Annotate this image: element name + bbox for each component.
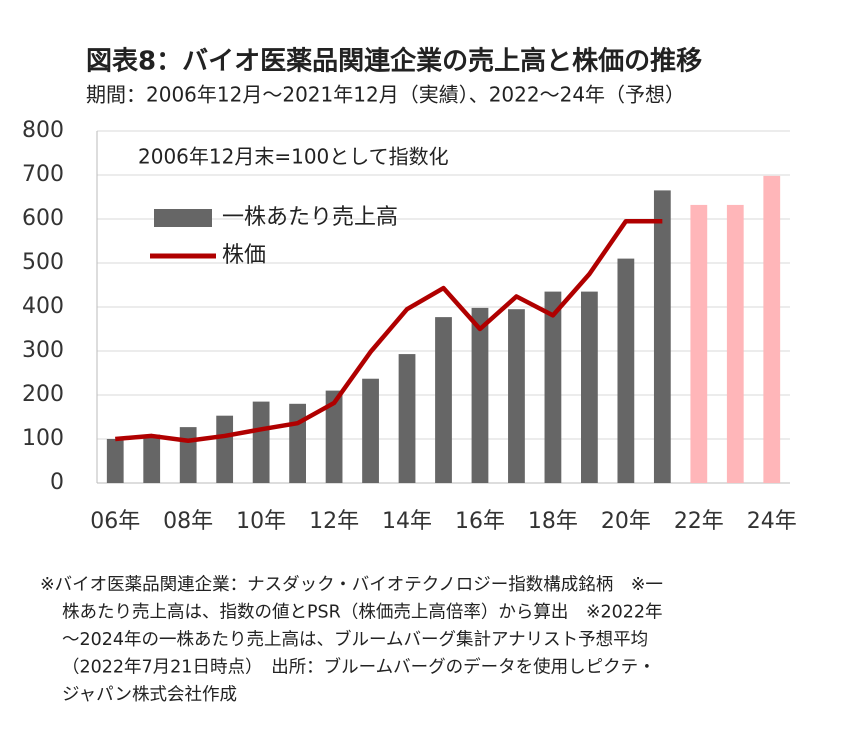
bar	[726, 204, 744, 484]
footnote: ジャパン株式会社作成	[62, 685, 237, 705]
y-tick-label: 500	[22, 250, 64, 275]
footnote: （2022年7月21日時点） 出所：ブルームバーグのデータを使用しピクテ・	[62, 657, 656, 678]
x-tick-label: 24年	[747, 509, 797, 534]
bar	[143, 434, 161, 483]
legend-label: 一株あたり売上高	[222, 205, 398, 230]
legend-label: 株価	[222, 243, 266, 268]
y-tick-label: 300	[22, 338, 64, 363]
y-tick-label: 800	[22, 118, 64, 143]
x-tick-label: 20年	[601, 509, 651, 534]
x-tick-label: 10年	[236, 509, 286, 534]
x-tick-label: 18年	[528, 509, 578, 534]
bar	[398, 354, 416, 483]
bar	[690, 204, 708, 484]
footnote: 株あたり売上高は、指数の値とPSR（株価売上高倍率）から算出 ※2022年	[62, 603, 663, 623]
y-tick-label: 0	[50, 470, 64, 495]
annotation: 2006年12月末=100として指数化	[138, 145, 449, 169]
chart-subtitle: 期間：2006年12月～2021年12月（実績）、2022～24年（予想）	[86, 83, 685, 107]
bar	[581, 291, 598, 483]
bar	[289, 403, 306, 483]
x-tick-label: 22年	[674, 509, 724, 534]
x-tick-label: 12年	[309, 509, 359, 534]
bar	[106, 439, 124, 483]
x-tick-label: 08年	[163, 509, 213, 534]
bar	[216, 415, 234, 483]
bar	[362, 378, 379, 483]
bar	[508, 309, 525, 483]
y-tick-label: 600	[22, 206, 64, 231]
y-tick-label: 200	[22, 382, 64, 407]
bar	[544, 291, 562, 483]
footnote: ～2024年の一株あたり売上高は、ブルームバーグ集計アナリスト予想平均	[62, 629, 648, 650]
x-tick-label: 14年	[382, 509, 432, 534]
x-tick-label: 16年	[455, 509, 505, 534]
bar	[653, 190, 671, 483]
bar	[252, 401, 270, 483]
line	[115, 218, 663, 444]
footnote: ※バイオ医薬品関連企業：ナスダック・バイオテクノロジー指数構成銘柄 ※一	[40, 575, 663, 595]
bar	[617, 258, 635, 483]
bar	[325, 390, 343, 483]
chart-title: 図表8：バイオ医薬品関連企業の売上高と株価の推移	[86, 46, 702, 77]
bar	[763, 175, 781, 483]
legend-swatch	[154, 209, 212, 227]
bar	[179, 427, 197, 483]
x-tick-label: 06年	[90, 509, 140, 534]
y-tick-label: 100	[22, 426, 64, 451]
bar	[435, 317, 452, 483]
bar	[471, 307, 489, 483]
y-tick-label: 700	[22, 162, 64, 187]
y-tick-label: 400	[22, 294, 64, 319]
